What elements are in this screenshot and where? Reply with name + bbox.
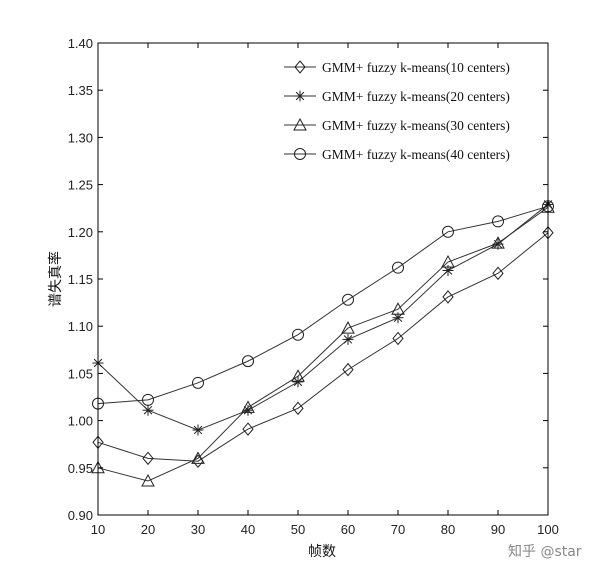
y-tick-label: 1.15: [68, 272, 93, 287]
data-point-s3: [491, 236, 505, 249]
y-tick-label: 1.10: [68, 319, 93, 334]
data-point-s3: [341, 321, 355, 334]
data-point-s4: [292, 328, 304, 341]
data-point-s2: [342, 333, 354, 345]
data-point-s1: [142, 451, 154, 466]
x-tick-label: 80: [441, 522, 455, 537]
data-point-s4: [342, 293, 354, 306]
data-point-s4: [492, 215, 504, 228]
data-point-s1: [342, 362, 354, 377]
x-tick-label: 40: [241, 522, 255, 537]
data-point-s2: [242, 404, 254, 416]
legend-marker: [294, 90, 306, 102]
data-point-s4: [242, 355, 254, 368]
legend-marker: [294, 60, 306, 74]
legend-marker: [294, 148, 306, 160]
data-point-s3: [141, 473, 155, 487]
y-tick-label: 0.95: [68, 461, 93, 476]
x-tick-label: 50: [291, 522, 305, 537]
data-point-s1: [242, 422, 254, 436]
series-lines: [97, 204, 549, 482]
x-tick-label: 60: [341, 522, 355, 537]
data-point-s2: [142, 404, 154, 416]
data-point-s3: [391, 302, 405, 315]
x-tick-label: 100: [537, 522, 559, 537]
data-point-s2: [292, 376, 304, 388]
y-tick-label: 0.90: [68, 508, 93, 523]
x-tick-label: 70: [391, 522, 405, 537]
y-axis-label: 谱失真率: [47, 251, 64, 307]
data-point-s4: [192, 376, 204, 389]
data-point-s1: [292, 401, 304, 416]
y-tick-label: 1.25: [68, 178, 93, 193]
star-stroke: [393, 313, 403, 322]
y-tick-label: 1.00: [68, 414, 93, 429]
series-markers: [91, 198, 555, 487]
y-tick-label: 1.20: [68, 225, 93, 240]
legend-entry: GMM+ fuzzy k-means(10 centers): [322, 60, 510, 75]
axes: 10 20 30 40 50 60 70 80 90 100 0.90 0.95 1.00 1.05 1.1…: [68, 36, 559, 537]
data-point-s2: [192, 424, 204, 436]
series-line-2: [97, 204, 549, 431]
data-point-s4: [392, 261, 404, 274]
data-point-s1: [442, 290, 454, 304]
x-tick-label: 30: [191, 522, 205, 537]
y-tick-label: 1.35: [68, 83, 93, 98]
star-stroke: [143, 405, 153, 415]
x-tick-label: 10: [91, 522, 105, 537]
y-tick-label: 1.30: [68, 130, 93, 145]
x-axis-label: 帧数: [308, 544, 336, 560]
legend: GMM+ fuzzy k-means(10 centers) GMM+ fuzzy…: [280, 52, 540, 174]
legend-entry: GMM+ fuzzy k-means(40 centers): [322, 147, 510, 162]
data-point-s1: [392, 331, 404, 346]
legend-box: [280, 52, 540, 174]
y-tick-label: 1.40: [68, 36, 93, 51]
legend-entry: GMM+ fuzzy k-means(20 centers): [322, 89, 510, 104]
legend-entry: GMM+ fuzzy k-means(30 centers): [322, 118, 510, 133]
series-line-3: [97, 206, 549, 482]
series-line-4: [97, 205, 549, 405]
star-stroke: [443, 266, 453, 275]
data-point-s3: [291, 369, 305, 382]
series-line-1: [97, 232, 549, 462]
x-tick-label: 20: [141, 522, 155, 537]
star-stroke: [193, 425, 203, 435]
star-stroke: [295, 91, 305, 101]
data-point-s4: [142, 393, 154, 406]
watermark: 知乎 @star: [508, 543, 582, 560]
data-point-s3: [241, 400, 255, 413]
data-point-s1: [492, 266, 504, 281]
x-tick-label: 90: [491, 522, 505, 537]
star-stroke: [343, 335, 353, 344]
data-point-s3: [441, 254, 455, 268]
legend-marker: [293, 117, 307, 131]
star-stroke: [293, 377, 303, 387]
data-point-s4: [442, 225, 454, 238]
data-point-s3: [191, 451, 205, 464]
y-tick-label: 1.05: [68, 366, 93, 381]
